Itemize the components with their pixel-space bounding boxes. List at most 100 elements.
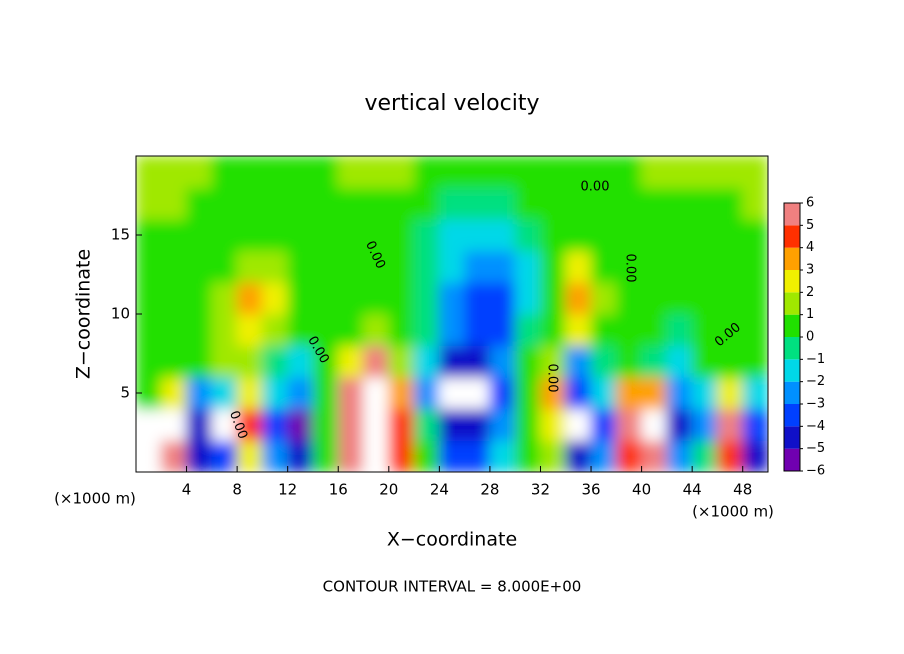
cell <box>261 250 289 283</box>
x-axis-label: X−coordinate <box>387 529 517 551</box>
cell <box>236 250 263 283</box>
colorbar-tick-label: −5 <box>806 441 825 456</box>
cell <box>413 281 440 315</box>
cell <box>337 345 365 378</box>
y-tick-label: 15 <box>111 226 130 244</box>
cell <box>211 156 238 189</box>
cell <box>186 313 213 347</box>
colorbar-tick-label: 6 <box>806 196 814 211</box>
colorbar-tick-label: 0 <box>806 330 814 345</box>
cell <box>590 345 617 378</box>
cell <box>565 313 592 347</box>
cell <box>666 187 693 220</box>
cell <box>615 218 643 252</box>
cell <box>742 313 768 347</box>
cell <box>590 218 617 252</box>
cell <box>337 250 365 283</box>
cell <box>514 156 541 189</box>
cell <box>413 408 440 441</box>
cell <box>388 376 415 410</box>
cell <box>565 376 592 410</box>
cell <box>337 439 365 472</box>
colorbar-band <box>784 337 800 360</box>
cell <box>261 187 289 220</box>
cell <box>590 439 617 472</box>
cell <box>464 313 491 347</box>
cell <box>312 218 339 252</box>
cell <box>438 408 466 441</box>
cell <box>211 345 238 378</box>
cell <box>136 156 162 189</box>
cell <box>186 439 213 472</box>
cell <box>287 187 314 220</box>
cell <box>236 281 263 315</box>
cell <box>691 187 718 220</box>
cell <box>312 313 339 347</box>
y-tick-label: 10 <box>111 305 130 323</box>
cell <box>590 408 617 441</box>
cell <box>666 313 693 347</box>
cell <box>136 408 162 441</box>
cell <box>590 281 617 315</box>
cell <box>337 408 365 441</box>
cell <box>615 281 643 315</box>
cell <box>615 376 643 410</box>
cell <box>514 187 541 220</box>
cell <box>615 187 643 220</box>
cell <box>388 187 415 220</box>
cell <box>261 345 289 378</box>
cell <box>590 156 617 189</box>
cell <box>211 376 238 410</box>
cell <box>186 345 213 378</box>
cell <box>666 345 693 378</box>
cell <box>514 439 541 472</box>
colorbar-band <box>784 270 800 293</box>
cell <box>489 187 516 220</box>
cell <box>641 345 668 378</box>
cell <box>413 156 440 189</box>
cell <box>666 156 693 189</box>
cell <box>388 156 415 189</box>
cell <box>565 156 592 189</box>
cell <box>160 187 188 220</box>
cell <box>160 439 188 472</box>
cell <box>716 187 744 220</box>
colorbar-tick-label: 2 <box>806 285 814 300</box>
cell <box>287 408 314 441</box>
x-tick-label: 44 <box>683 481 702 499</box>
cell <box>514 281 541 315</box>
cell <box>615 439 643 472</box>
cell <box>413 376 440 410</box>
x-tick-label: 12 <box>278 481 297 499</box>
cell <box>565 345 592 378</box>
cell <box>312 376 339 410</box>
cell <box>413 187 440 220</box>
cell <box>312 281 339 315</box>
cell <box>261 313 289 347</box>
cell <box>136 345 162 378</box>
cell <box>565 408 592 441</box>
cell <box>438 439 466 472</box>
cell <box>489 281 516 315</box>
cell <box>742 187 768 220</box>
cell <box>666 281 693 315</box>
cell <box>160 281 188 315</box>
cell <box>136 281 162 315</box>
cell <box>287 156 314 189</box>
cell <box>211 408 238 441</box>
cell <box>438 345 466 378</box>
cell <box>514 313 541 347</box>
cell <box>514 376 541 410</box>
colorbar-tick-label: 1 <box>806 307 814 322</box>
cell <box>716 408 744 441</box>
cell <box>236 439 263 472</box>
cell <box>337 156 365 189</box>
cell <box>489 156 516 189</box>
cell <box>363 250 390 283</box>
cell <box>691 218 718 252</box>
cell <box>615 345 643 378</box>
cell <box>312 250 339 283</box>
cell <box>186 218 213 252</box>
cell <box>312 345 339 378</box>
